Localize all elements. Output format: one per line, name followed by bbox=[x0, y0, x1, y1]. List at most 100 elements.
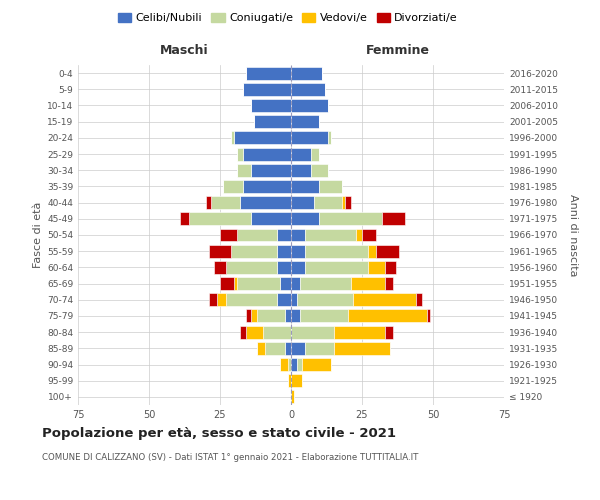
Bar bbox=[362, 228, 376, 241]
Bar bbox=[265, 342, 286, 355]
Bar bbox=[348, 310, 427, 322]
Bar bbox=[305, 261, 368, 274]
Bar bbox=[286, 310, 291, 322]
Bar bbox=[299, 277, 350, 290]
Bar bbox=[245, 66, 291, 80]
Bar bbox=[217, 294, 226, 306]
Bar bbox=[277, 228, 291, 241]
Bar bbox=[226, 294, 277, 306]
Bar bbox=[319, 212, 382, 226]
Bar bbox=[291, 148, 311, 160]
Bar bbox=[288, 358, 291, 371]
Bar bbox=[302, 358, 331, 371]
Bar bbox=[277, 294, 291, 306]
Bar bbox=[243, 148, 291, 160]
Bar bbox=[291, 99, 328, 112]
Text: Maschi: Maschi bbox=[160, 44, 209, 57]
Bar bbox=[234, 277, 237, 290]
Bar bbox=[342, 196, 345, 209]
Bar bbox=[328, 132, 331, 144]
Bar bbox=[305, 342, 334, 355]
Bar bbox=[291, 83, 325, 96]
Bar bbox=[211, 196, 240, 209]
Bar bbox=[237, 277, 280, 290]
Bar bbox=[280, 277, 291, 290]
Y-axis label: Fasce di età: Fasce di età bbox=[33, 202, 43, 268]
Bar bbox=[299, 310, 348, 322]
Bar bbox=[206, 196, 211, 209]
Y-axis label: Anni di nascita: Anni di nascita bbox=[568, 194, 578, 276]
Bar bbox=[263, 326, 291, 338]
Legend: Celibi/Nubili, Coniugati/e, Vedovi/e, Divorziati/e: Celibi/Nubili, Coniugati/e, Vedovi/e, Di… bbox=[113, 8, 463, 28]
Bar bbox=[243, 83, 291, 96]
Bar bbox=[291, 196, 314, 209]
Bar bbox=[251, 99, 291, 112]
Bar bbox=[237, 164, 251, 176]
Bar bbox=[280, 358, 288, 371]
Bar bbox=[251, 212, 291, 226]
Bar bbox=[314, 196, 342, 209]
Bar bbox=[237, 228, 277, 241]
Bar bbox=[305, 244, 368, 258]
Bar bbox=[291, 342, 305, 355]
Bar bbox=[291, 228, 305, 241]
Bar bbox=[416, 294, 422, 306]
Bar bbox=[345, 196, 350, 209]
Bar bbox=[223, 180, 243, 193]
Bar bbox=[251, 310, 257, 322]
Bar bbox=[286, 342, 291, 355]
Text: COMUNE DI CALIZZANO (SV) - Dati ISTAT 1° gennaio 2021 - Elaborazione TUTTITALIA.: COMUNE DI CALIZZANO (SV) - Dati ISTAT 1°… bbox=[42, 452, 418, 462]
Bar bbox=[189, 212, 251, 226]
Bar bbox=[368, 244, 376, 258]
Bar bbox=[376, 244, 399, 258]
Text: Popolazione per età, sesso e stato civile - 2021: Popolazione per età, sesso e stato civil… bbox=[42, 428, 396, 440]
Bar bbox=[245, 310, 251, 322]
Bar bbox=[305, 228, 356, 241]
Bar bbox=[334, 342, 391, 355]
Bar bbox=[243, 180, 291, 193]
Bar bbox=[291, 261, 305, 274]
Bar bbox=[257, 342, 265, 355]
Bar bbox=[385, 261, 396, 274]
Bar bbox=[334, 326, 385, 338]
Bar bbox=[257, 310, 286, 322]
Bar bbox=[291, 326, 334, 338]
Bar bbox=[291, 310, 299, 322]
Bar bbox=[385, 277, 393, 290]
Bar bbox=[226, 261, 277, 274]
Bar bbox=[291, 115, 319, 128]
Bar bbox=[291, 244, 305, 258]
Bar bbox=[353, 294, 416, 306]
Bar bbox=[209, 294, 217, 306]
Bar bbox=[180, 212, 189, 226]
Bar bbox=[232, 132, 234, 144]
Bar bbox=[220, 228, 237, 241]
Bar bbox=[237, 148, 243, 160]
Bar bbox=[209, 244, 232, 258]
Bar bbox=[291, 164, 311, 176]
Bar bbox=[350, 277, 385, 290]
Bar bbox=[385, 326, 393, 338]
Bar bbox=[240, 196, 291, 209]
Bar bbox=[254, 115, 291, 128]
Bar bbox=[382, 212, 404, 226]
Text: Femmine: Femmine bbox=[365, 44, 430, 57]
Bar bbox=[220, 277, 234, 290]
Bar bbox=[291, 66, 322, 80]
Bar bbox=[291, 374, 302, 387]
Bar bbox=[291, 132, 328, 144]
Bar bbox=[214, 261, 226, 274]
Bar bbox=[296, 294, 353, 306]
Bar bbox=[356, 228, 362, 241]
Bar bbox=[311, 164, 328, 176]
Bar bbox=[240, 326, 245, 338]
Bar bbox=[319, 180, 342, 193]
Bar bbox=[245, 326, 263, 338]
Bar bbox=[277, 244, 291, 258]
Bar bbox=[291, 358, 296, 371]
Bar bbox=[291, 390, 294, 404]
Bar bbox=[296, 358, 302, 371]
Bar bbox=[251, 164, 291, 176]
Bar bbox=[291, 180, 319, 193]
Bar bbox=[311, 148, 319, 160]
